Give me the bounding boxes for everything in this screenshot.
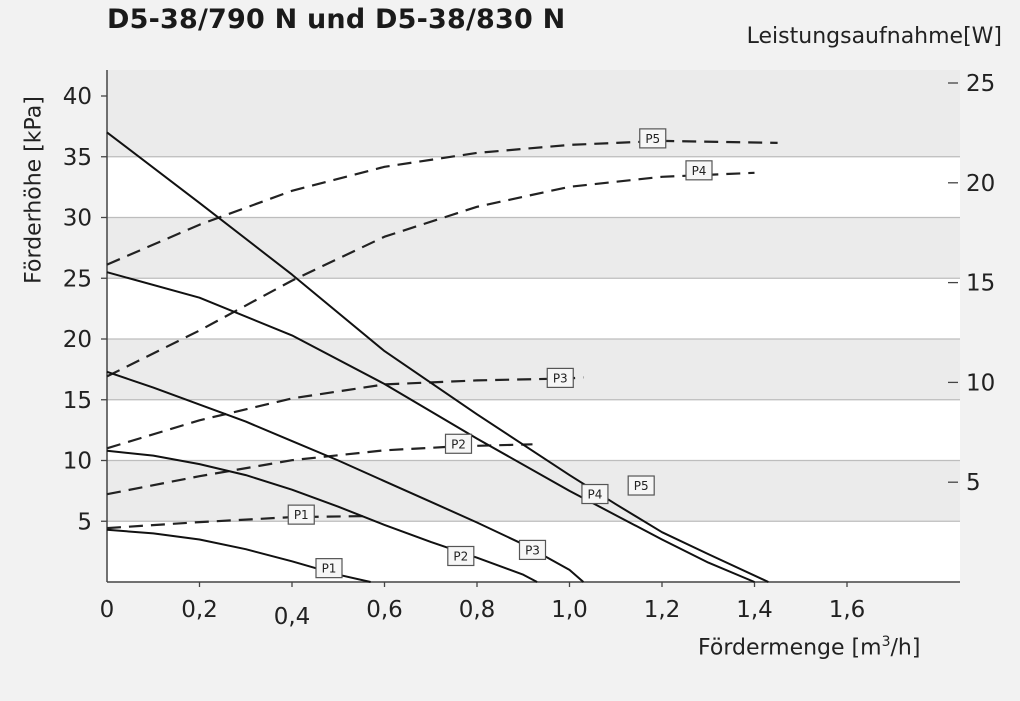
label-text: P5: [634, 479, 649, 493]
label-text: P2: [453, 549, 468, 563]
grid-band: [107, 278, 960, 339]
label-box: [685, 160, 713, 181]
head-curve-label-p4: P4: [581, 483, 609, 505]
y-tick-label: 40: [63, 84, 92, 110]
power-curve-p2: [106, 443, 533, 496]
label-text: P4: [588, 488, 603, 502]
y-tick-label: 15: [63, 388, 92, 414]
label-box: [315, 558, 343, 579]
label-text: P5: [645, 132, 660, 146]
power-curve-p4: [106, 171, 755, 378]
power-curve-label-p1: P1: [287, 504, 315, 525]
label-box: [546, 367, 574, 389]
y-tick-label: 30: [63, 206, 92, 232]
power-curve-label-p3: P3: [546, 367, 574, 389]
x-tick-label: 0,6: [366, 597, 403, 623]
x-tick-label: 1,2: [644, 597, 681, 623]
label-box: [581, 483, 609, 505]
y-tick-label: 5: [77, 509, 92, 535]
label-text: P3: [525, 543, 540, 557]
chart-title: D5-38/790 N und D5-38/830 N: [107, 4, 566, 35]
grid-band: [107, 217, 960, 279]
x-tick-label: 1,0: [551, 597, 588, 623]
y-tick-label: 25: [63, 266, 92, 292]
y2-tick-label: 20: [966, 171, 995, 197]
label-text: P3: [553, 371, 568, 385]
grid-band: [107, 339, 960, 400]
power-curve-label-p4: P4: [685, 160, 713, 181]
y2-tick-label: 15: [966, 271, 995, 297]
y2-tick-label: 5: [966, 470, 981, 496]
y2-axis-title: Leistungsaufnahme[W]: [746, 24, 1002, 49]
label-text: P4: [692, 164, 707, 178]
y-tick-label: 10: [63, 449, 92, 475]
power-curve-p1: [106, 515, 367, 530]
x-tick-label: 1,6: [829, 597, 866, 623]
head-curve-label-p2: P2: [447, 545, 475, 567]
head-curve-p5: [106, 131, 769, 583]
x-axis-title-superscript: 3: [881, 634, 891, 650]
label-text: P1: [294, 508, 309, 522]
tick-labels: 0 0,2 0,4 0,6 0,8 1,0 1,2 1,4 1,6 40 35 30 25 20 15 10 5…: [63, 71, 996, 630]
x-tick-label: 0: [100, 597, 115, 623]
label-box: [627, 475, 655, 496]
label-box: [518, 539, 547, 561]
head-curve-label-p1: P1: [315, 558, 343, 579]
x-axis-title-tail: /h]: [890, 635, 921, 661]
power-curve-label-p5: P5: [639, 128, 667, 149]
x-axis-title-main: Fördermenge [m: [698, 635, 882, 661]
label-box: [444, 433, 473, 454]
x-axis-title: Fördermenge [m3/h]: [698, 634, 920, 660]
y-tick-label: 35: [63, 145, 92, 171]
y2-tick-label: 25: [966, 71, 995, 97]
grid-bands: [107, 70, 960, 582]
label-text: P2: [451, 437, 466, 451]
label-text: P1: [322, 562, 337, 576]
x-tick-label: 0,4: [274, 604, 311, 630]
grid-band: [107, 70, 960, 157]
head-curve-p4: [106, 271, 755, 583]
y-tick-label: 20: [63, 327, 92, 353]
axes: [101, 70, 960, 587]
x-tick-label: 1,4: [736, 597, 773, 623]
label-box: [447, 545, 475, 567]
x-tick-label: 0,8: [459, 597, 496, 623]
head-curve-label-p3: P3: [518, 539, 547, 561]
power-curve-label-p2: P2: [444, 433, 473, 454]
head-curve-label-p5: P5: [627, 475, 655, 496]
grid-band: [107, 156, 960, 218]
head-curve-p2: [106, 449, 538, 583]
curve-labels: P1 P2 P3 P4 P5 P1 P2 P3 P4 P5: [287, 128, 713, 579]
y2-tick-label: 10: [966, 370, 995, 396]
x-tick-label: 0,2: [181, 597, 218, 623]
label-box: [639, 128, 667, 149]
label-box: [287, 504, 315, 525]
